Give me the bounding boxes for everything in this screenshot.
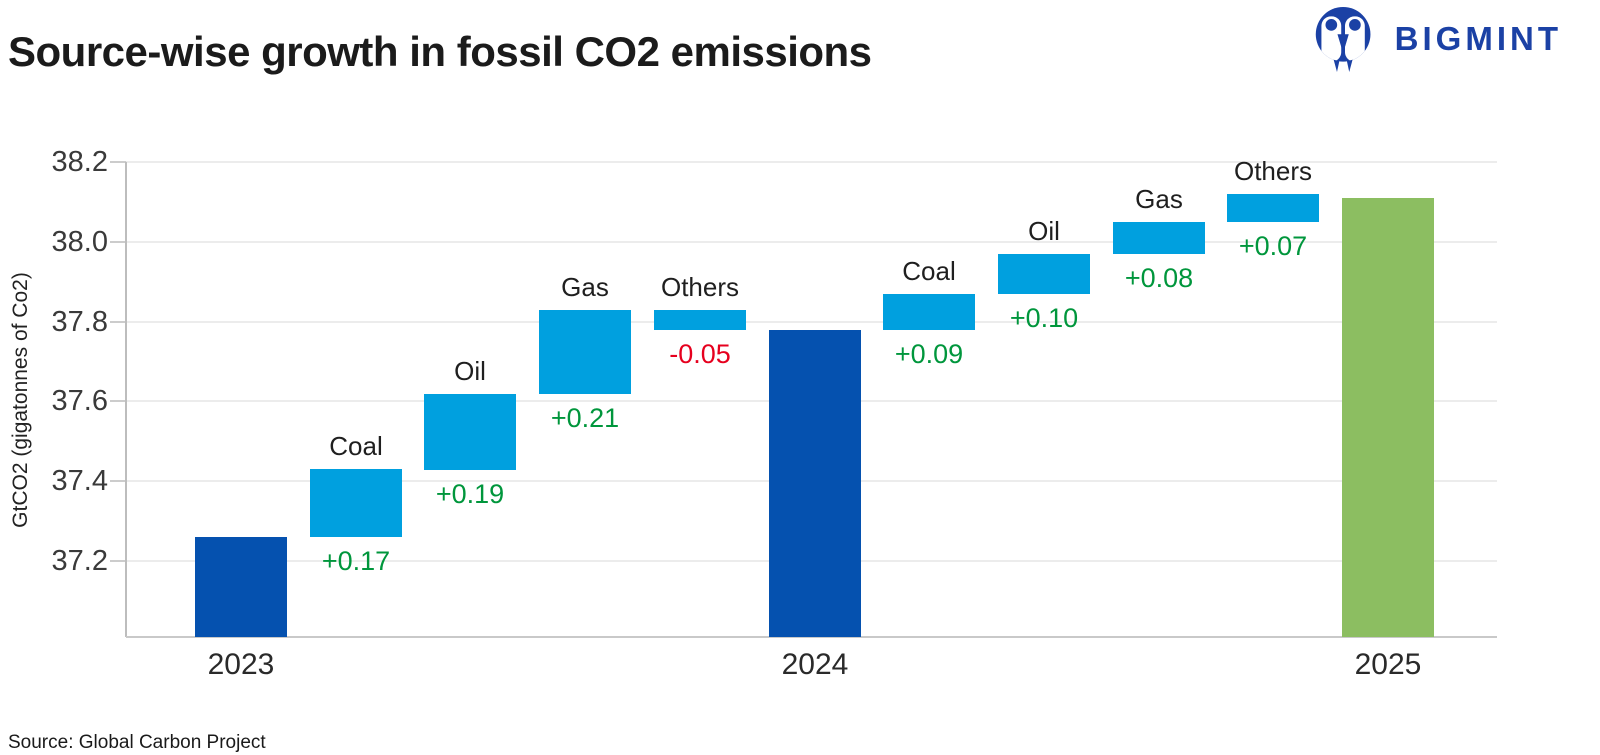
y-tick-mark	[110, 400, 126, 402]
x-tick-label-2024: 2024	[781, 648, 849, 681]
y-tick-label: 38.0	[51, 226, 108, 258]
x-tick-label-2025: 2025	[1354, 648, 1422, 681]
total-bar-2025	[1342, 198, 1434, 637]
x-tick-label-2023: 2023	[207, 648, 275, 681]
delta-label: +0.21	[550, 403, 620, 433]
delta-label: +0.17	[321, 546, 391, 576]
delta-label: +0.19	[435, 479, 505, 509]
delta-bar-gas-8	[1113, 222, 1205, 254]
y-tick-mark	[110, 560, 126, 562]
bigmint-logo: BIGMINT	[1305, 6, 1562, 72]
bar-name-label: Coal	[902, 256, 956, 286]
bigmint-logo-text: BIGMINT	[1394, 20, 1562, 57]
y-tick-label: 37.2	[51, 545, 108, 577]
delta-label: +0.07	[1238, 231, 1308, 261]
y-tick-label: 38.2	[51, 146, 108, 178]
delta-label: -0.05	[669, 339, 731, 369]
delta-bar-gas-3	[539, 310, 631, 394]
source-note: Source: Global Carbon Project	[8, 732, 266, 753]
gridline	[126, 161, 1497, 163]
delta-bar-oil-2	[424, 394, 516, 470]
delta-bar-others-4	[654, 310, 746, 330]
y-tick-mark	[110, 241, 126, 243]
y-tick-label: 37.4	[51, 465, 108, 497]
total-bar-2024	[769, 330, 861, 637]
delta-label: +0.10	[1009, 303, 1079, 333]
delta-label: +0.09	[894, 339, 964, 369]
y-tick-label: 37.6	[51, 385, 108, 417]
bar-name-label: Gas	[1135, 184, 1183, 214]
delta-bar-coal-1	[310, 469, 402, 537]
y-tick-mark	[110, 161, 126, 163]
bar-name-label: Coal	[329, 431, 383, 461]
delta-bar-oil-7	[998, 254, 1090, 294]
gridline	[126, 241, 1497, 243]
bar-name-label: Others	[1233, 156, 1313, 186]
bigmint-logo-icon	[1315, 6, 1371, 72]
page-title: Source-wise growth in fossil CO2 emissio…	[8, 28, 872, 75]
delta-label: +0.08	[1124, 263, 1194, 293]
y-tick-mark	[110, 480, 126, 482]
x-axis-line	[126, 636, 1497, 638]
bar-name-label: Oil	[454, 356, 486, 386]
bar-name-label: Gas	[561, 272, 609, 302]
gridline	[126, 321, 1497, 323]
y-tick-label: 37.8	[51, 306, 108, 338]
total-bar-2023	[195, 537, 287, 637]
bar-name-label: Others	[660, 272, 740, 302]
bar-name-label: Oil	[1028, 216, 1060, 246]
y-tick-mark	[110, 321, 126, 323]
y-axis-line	[125, 162, 127, 637]
delta-bar-coal-6	[883, 294, 975, 330]
delta-bar-others-9	[1227, 194, 1319, 222]
